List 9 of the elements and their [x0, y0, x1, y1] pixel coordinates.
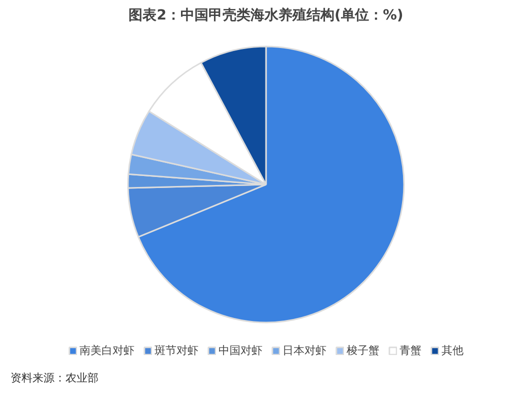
legend-label: 中国对虾	[218, 343, 262, 358]
chart-title: 图表2：中国甲壳类海水养殖结构(单位：%)	[128, 6, 404, 24]
text: 资料来源：农业部	[10, 372, 98, 384]
legend-label: 南美白对虾	[80, 343, 134, 358]
legend-label: 斑节对虾	[154, 343, 198, 358]
legend-label: 青蟹	[400, 343, 422, 358]
legend-label: 梭子蟹	[346, 343, 380, 358]
legend-label: 其他	[442, 343, 464, 358]
legend-label: 日本对虾	[282, 343, 326, 358]
